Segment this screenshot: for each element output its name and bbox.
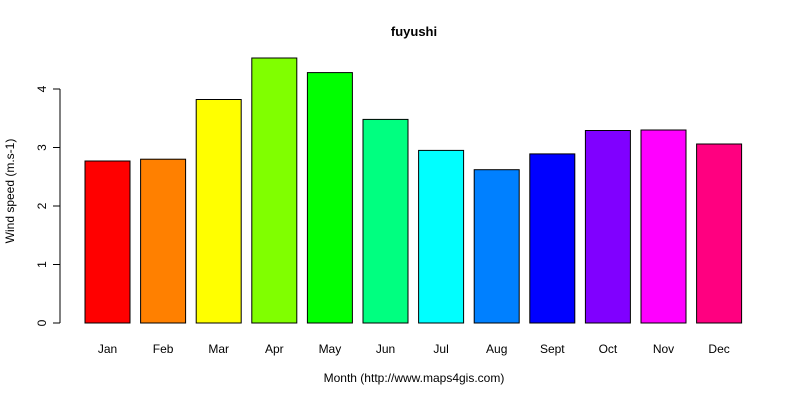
x-tick-labels: Jan Feb Mar Apr May Jun Jul Aug Sept Oct Nov Dec (98, 342, 730, 356)
x-tick-label: Jul (433, 342, 448, 356)
x-tick-label: Dec (708, 342, 729, 356)
y-tick-label: 3 (35, 144, 49, 151)
y-tick-label: 4 (35, 85, 49, 92)
x-tick-label: Jan (98, 342, 117, 356)
bars-group (84, 57, 743, 324)
y-tick-label: 1 (35, 261, 49, 268)
x-axis-label: Month (http://www.maps4gis.com) (324, 371, 505, 385)
y-tick-label: 0 (35, 319, 49, 326)
bar-jun (362, 118, 409, 324)
x-tick-label: Nov (653, 342, 674, 356)
bar-may (306, 72, 353, 324)
x-tick-label: Jun (376, 342, 395, 356)
bar-apr (251, 57, 298, 324)
y-axis-label: Wind speed (m.s-1) (3, 139, 17, 244)
bar-dec (696, 143, 743, 324)
x-tick-label: Mar (208, 342, 229, 356)
bar-nov (640, 129, 687, 324)
x-tick-label: Sept (540, 342, 565, 356)
bar-aug (473, 169, 520, 324)
bar-feb (140, 158, 187, 324)
bar-mar (195, 99, 242, 324)
bar-jan (84, 160, 131, 324)
x-tick-label: Apr (265, 342, 284, 356)
x-tick-label: Aug (486, 342, 507, 356)
y-axis: 0 1 2 3 4 (35, 85, 61, 326)
x-tick-label: May (319, 342, 342, 356)
y-tick-label: 2 (35, 202, 49, 209)
x-tick-label: Oct (599, 342, 618, 356)
bar-jul (418, 149, 465, 324)
x-tick-label: Feb (153, 342, 174, 356)
bar-sept (529, 153, 576, 324)
bar-oct (584, 130, 631, 324)
chart-title: fuyushi (391, 24, 437, 39)
